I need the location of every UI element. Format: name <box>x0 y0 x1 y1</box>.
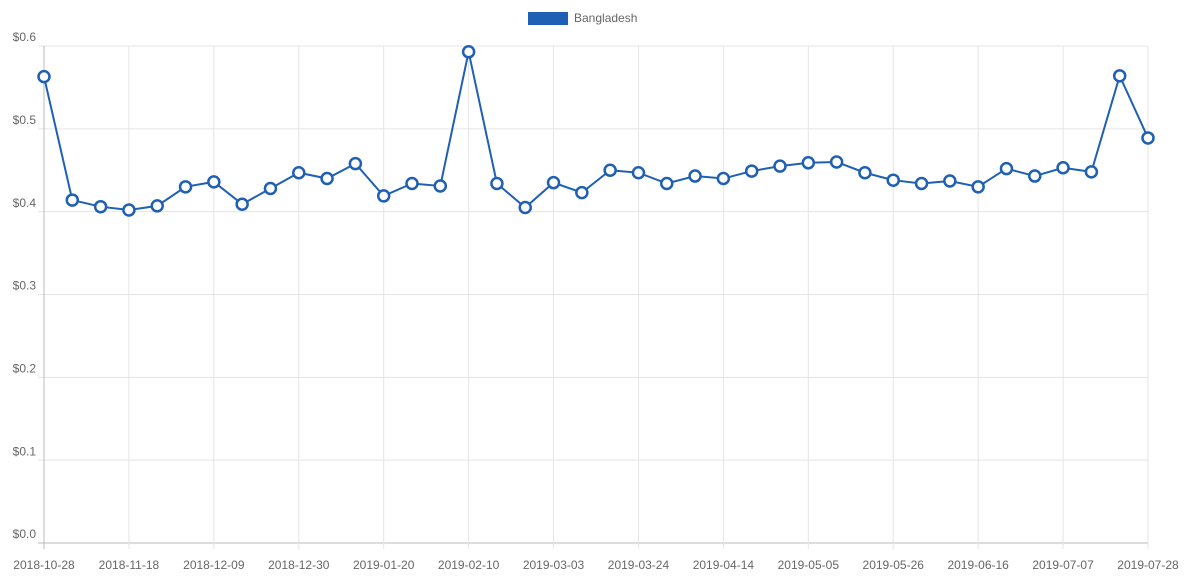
point <box>37 69 51 84</box>
point <box>886 173 900 187</box>
y-tick-label: $0.4 <box>13 196 37 210</box>
point <box>914 176 929 191</box>
point <box>263 181 278 196</box>
point <box>688 169 702 183</box>
point <box>320 171 334 186</box>
point <box>631 165 646 180</box>
point <box>518 200 532 215</box>
point <box>292 165 306 180</box>
x-tick-label: 2019-07-07 <box>1032 558 1094 572</box>
point <box>65 193 80 207</box>
y-tick-label: $0.3 <box>13 279 37 293</box>
x-tick-label: 2018-11-18 <box>99 558 160 572</box>
point <box>122 203 136 217</box>
point <box>207 175 221 189</box>
x-tick-label: 2019-05-05 <box>778 558 840 572</box>
y-tick-label: $0.0 <box>13 527 37 541</box>
point <box>546 175 561 190</box>
point <box>971 180 985 194</box>
point <box>943 174 957 188</box>
point <box>1084 165 1099 179</box>
legend-label: Bangladesh <box>574 11 637 25</box>
point <box>1112 69 1127 83</box>
x-tick-label: 2019-02-10 <box>438 558 500 572</box>
point <box>376 189 391 203</box>
x-tick-label: 2019-01-20 <box>353 558 415 572</box>
x-tick-label: 2019-03-24 <box>608 558 670 572</box>
point <box>773 159 787 173</box>
point <box>433 179 448 193</box>
y-tick-label: $0.1 <box>13 444 37 458</box>
x-tick-label: 2018-12-30 <box>268 558 330 572</box>
x-tick-label: 2018-12-09 <box>183 558 245 572</box>
point <box>999 161 1014 176</box>
point <box>1028 169 1042 183</box>
y-tick-label: $0.5 <box>13 113 37 127</box>
point <box>178 180 193 194</box>
point <box>660 176 674 191</box>
point <box>1056 161 1070 175</box>
point <box>716 171 731 186</box>
x-tick-label: 2019-05-26 <box>863 558 925 572</box>
x-tick-label: 2019-07-28 <box>1117 558 1179 572</box>
point <box>858 165 872 180</box>
x-tick-label: 2019-06-16 <box>947 558 1009 572</box>
point <box>490 176 504 191</box>
line <box>43 51 1149 212</box>
point <box>575 185 589 200</box>
point <box>93 199 108 214</box>
x-tick-label: 2019-04-14 <box>693 558 755 572</box>
legend-swatch <box>528 12 568 25</box>
x-tick-label: 2018-10-28 <box>13 558 75 572</box>
point <box>461 45 476 59</box>
point <box>235 197 249 211</box>
point <box>348 156 363 171</box>
point <box>603 163 617 177</box>
y-tick-label: $0.2 <box>13 362 37 376</box>
y-tick-label: $0.6 <box>13 30 37 44</box>
point <box>801 156 816 170</box>
point <box>1141 131 1155 145</box>
point <box>829 155 844 169</box>
point <box>744 164 759 178</box>
point <box>405 176 419 191</box>
point <box>150 199 164 213</box>
x-tick-label: 2019-03-03 <box>523 558 585 572</box>
